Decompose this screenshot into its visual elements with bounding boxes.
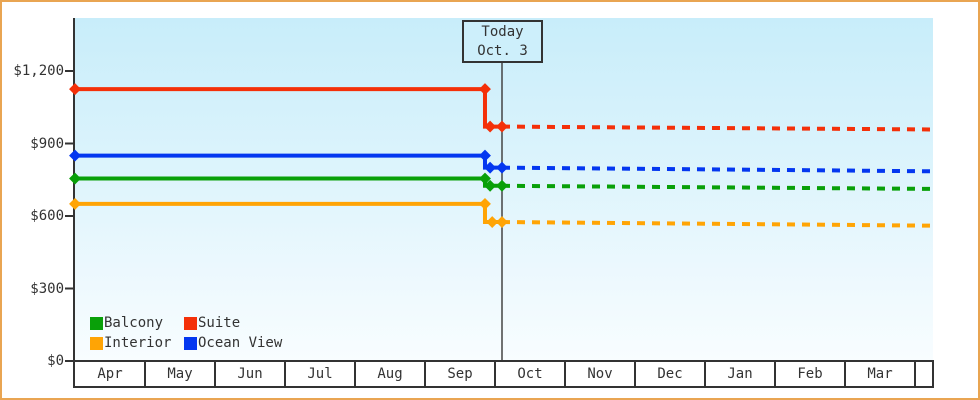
x-tick-label-oct: Oct xyxy=(517,366,543,382)
x-axis-divider xyxy=(214,362,216,386)
series-marker-suite xyxy=(69,83,81,96)
x-tick-label-aug: Aug xyxy=(377,366,403,382)
series-forecast-interior xyxy=(501,220,934,228)
legend-label-ocean-view: Ocean View xyxy=(198,335,283,351)
x-tick-label-jan: Jan xyxy=(727,366,753,382)
x-axis-divider xyxy=(494,362,496,386)
x-tick-label-may: May xyxy=(167,366,193,382)
x-tick-label-sep: Sep xyxy=(447,366,473,382)
series-marker-ocean-view xyxy=(496,161,508,174)
x-axis-divider xyxy=(914,362,916,386)
today-marker-label: Today Oct. 3 xyxy=(462,20,543,63)
x-axis-divider xyxy=(564,362,566,386)
x-axis-divider xyxy=(844,362,846,386)
series-history-balcony xyxy=(75,176,502,188)
series-marker-ocean-view xyxy=(479,149,491,162)
x-axis-divider xyxy=(634,362,636,386)
series-marker-balcony xyxy=(69,172,81,185)
x-tick-label-jun: Jun xyxy=(237,366,263,382)
legend-swatch-balcony xyxy=(90,316,103,330)
series-marker-suite xyxy=(496,120,508,133)
series-history-ocean-view xyxy=(75,153,502,170)
legend-swatch-ocean-view xyxy=(184,336,197,350)
series-marker-interior xyxy=(479,197,491,210)
x-tick-label-mar: Mar xyxy=(867,366,893,382)
legend-label-interior: Interior xyxy=(104,335,172,351)
x-axis-divider xyxy=(424,362,426,386)
legend: Balcony Suite Interior Ocean View xyxy=(90,313,282,353)
x-tick-label-jul: Jul xyxy=(307,366,333,382)
series-marker-interior xyxy=(69,197,81,210)
series-marker-interior xyxy=(496,216,508,228)
x-axis-divider xyxy=(284,362,286,386)
series-history-suite xyxy=(75,87,502,129)
x-tick-label-feb: Feb xyxy=(797,366,823,382)
x-tick-label-nov: Nov xyxy=(587,366,613,382)
legend-item-interior: Interior xyxy=(90,333,184,353)
series-forecast-ocean-view xyxy=(501,165,934,174)
legend-item-suite: Suite xyxy=(184,313,282,333)
legend-label-balcony: Balcony xyxy=(104,315,164,331)
series-history-interior xyxy=(75,201,502,225)
x-tick-label-dec: Dec xyxy=(657,366,683,382)
today-label-line2: Oct. 3 xyxy=(477,42,528,59)
x-axis-divider xyxy=(774,362,776,386)
x-axis-divider xyxy=(704,362,706,386)
series-forecast-suite xyxy=(501,124,934,132)
legend-item-balcony: Balcony xyxy=(90,313,184,333)
x-tick-label-apr: Apr xyxy=(97,366,123,382)
today-label-line1: Today xyxy=(481,23,524,40)
legend-item-ocean-view: Ocean View xyxy=(184,333,282,353)
series-marker-suite xyxy=(479,83,491,96)
series-marker-balcony xyxy=(496,179,508,192)
legend-swatch-interior xyxy=(90,336,103,350)
x-axis-divider xyxy=(354,362,356,386)
legend-swatch-suite xyxy=(184,316,197,330)
series-forecast-balcony xyxy=(501,183,934,191)
x-axis-divider xyxy=(144,362,146,386)
legend-label-suite: Suite xyxy=(198,315,241,331)
series-marker-ocean-view xyxy=(69,149,81,162)
x-axis-months: Apr May Jun Jul Aug Sep Oct Nov Dec Jan Feb Mar xyxy=(73,360,934,388)
